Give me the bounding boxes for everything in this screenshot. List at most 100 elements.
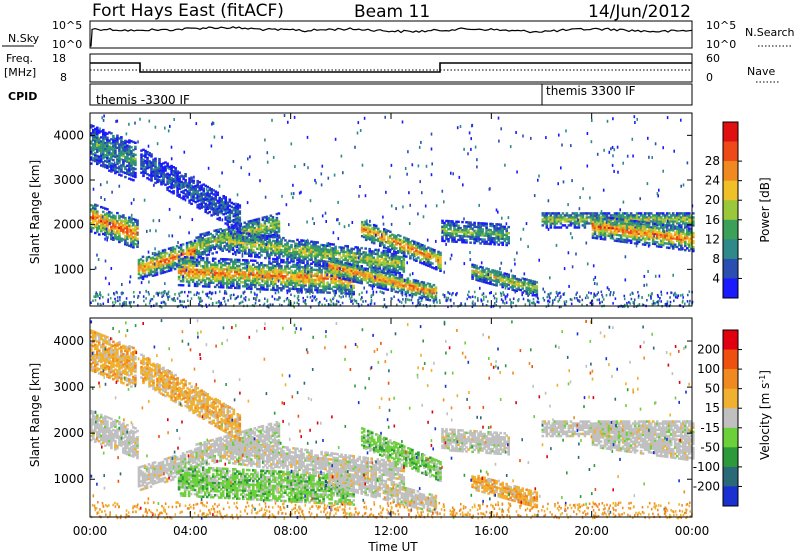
data-cell (248, 279, 251, 282)
data-cell (493, 243, 496, 246)
data-cell (282, 277, 285, 280)
data-cell (108, 231, 111, 234)
data-cell (153, 257, 157, 261)
data-cell (274, 270, 277, 274)
data-cell (282, 245, 285, 248)
data-cell (284, 251, 287, 254)
data-cell (581, 224, 585, 227)
data-cell (487, 232, 490, 235)
data-cell (236, 260, 239, 264)
data-cell (324, 264, 327, 267)
data-cell (515, 281, 518, 285)
data-cell (344, 262, 347, 265)
data-cell (587, 216, 591, 219)
data-cell (493, 227, 496, 230)
data-cell (288, 271, 291, 274)
data-cell (453, 228, 456, 231)
data-cell (505, 227, 508, 231)
data-cell (326, 256, 329, 259)
data-cell (352, 247, 355, 251)
data-cell (615, 212, 619, 215)
data-cell (465, 231, 468, 234)
data-cell (310, 240, 313, 243)
data-cell (302, 255, 305, 258)
data-cell (308, 280, 311, 283)
data-cell (197, 236, 200, 239)
data-cell (221, 286, 225, 289)
data-cell (400, 288, 404, 291)
data-cell (185, 278, 189, 281)
data-cell (250, 248, 253, 252)
data-cell (531, 280, 535, 283)
data-cell (346, 284, 349, 287)
data-cell (143, 263, 147, 266)
data-cell (242, 249, 245, 253)
data-cell (308, 242, 311, 245)
data-cell (112, 236, 115, 239)
data-cell (294, 250, 297, 253)
data-cell (372, 277, 375, 280)
data-cell (211, 240, 214, 243)
data-cell (411, 245, 414, 249)
data-cell (266, 245, 269, 248)
data-cell (366, 273, 369, 276)
data-cell (372, 240, 376, 243)
data-cell (507, 279, 510, 282)
data-cell (98, 219, 101, 222)
data-cell (177, 264, 181, 267)
data-cell (535, 281, 539, 284)
data-cell (147, 271, 151, 275)
data-cell (280, 287, 283, 290)
data-cell (236, 258, 239, 262)
data-cell (398, 283, 402, 286)
data-cell (276, 262, 279, 266)
data-cell (495, 233, 498, 236)
data-cell (298, 277, 301, 281)
data-cell (491, 230, 494, 234)
data-cell (221, 233, 224, 236)
data-cell (393, 244, 396, 247)
data-cell (334, 253, 337, 256)
data-cell (479, 273, 482, 277)
data-cell (175, 245, 179, 248)
data-cell (523, 277, 526, 281)
data-cell (183, 260, 187, 263)
data-cell (108, 233, 111, 236)
data-cell (378, 270, 382, 273)
data-cell (296, 252, 299, 256)
data-cell (306, 260, 309, 263)
data-cell (316, 276, 319, 280)
data-cell (627, 218, 631, 221)
data-cell (246, 263, 249, 266)
data-cell (296, 263, 299, 267)
data-cell (332, 253, 335, 256)
data-cell (603, 216, 607, 219)
data-cell (197, 240, 200, 243)
data-cell (238, 286, 241, 290)
data-cell (342, 263, 345, 266)
data-cell (267, 221, 271, 224)
data-cell (217, 271, 221, 275)
data-cell (199, 251, 202, 254)
data-cell (116, 134, 119, 137)
data-cell (94, 203, 97, 206)
data-cell (439, 259, 442, 262)
data-cell (385, 228, 388, 232)
data-cell (282, 249, 285, 252)
data-cell (266, 266, 269, 269)
data-cell (298, 241, 301, 244)
data-cell (334, 251, 337, 254)
data-cell (134, 234, 137, 238)
data-cell (394, 271, 398, 274)
data-cell (236, 233, 239, 236)
data-cell (368, 274, 371, 277)
data-cell (499, 227, 502, 230)
data-cell (346, 268, 349, 271)
data-cell (479, 242, 482, 245)
data-cell (322, 281, 325, 284)
data-cell (136, 219, 139, 222)
data-cell (104, 225, 107, 228)
data-cell (425, 247, 428, 251)
data-cell (318, 261, 321, 264)
data-cell (565, 212, 569, 215)
